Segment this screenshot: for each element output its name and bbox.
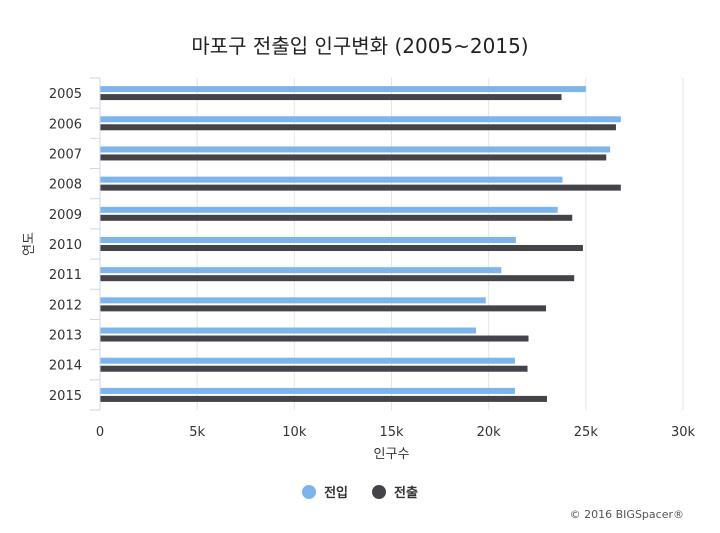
bar-1-2005 xyxy=(100,86,586,93)
y-axis-title: 연도 xyxy=(22,232,37,256)
x-tick-label: 15k xyxy=(379,425,404,440)
bar-1-2014 xyxy=(100,357,515,364)
y-tick-label: 2008 xyxy=(49,178,82,193)
x-tick-label: 25k xyxy=(574,425,599,440)
bar-2-2005 xyxy=(100,94,562,101)
bar-2-2009 xyxy=(100,214,573,221)
y-tick-label: 2005 xyxy=(49,87,82,102)
bar-2-2007 xyxy=(100,154,607,161)
legend-marker-series-2 xyxy=(372,484,386,499)
grid-layer xyxy=(196,78,684,410)
y-tick-label: 2013 xyxy=(49,329,82,344)
bar-2-2006 xyxy=(100,124,616,131)
y-tick-label: 2011 xyxy=(49,268,82,283)
credit-text: © 2016 BIGSpacer® xyxy=(569,508,684,521)
legend: 전입 전출 xyxy=(0,482,720,501)
x-axis-title: 인구수 xyxy=(374,447,410,462)
bar-1-2006 xyxy=(100,116,621,123)
bar-layer xyxy=(100,86,621,402)
y-tick-label: 2015 xyxy=(49,389,82,404)
bar-2-2015 xyxy=(100,395,547,402)
y-tick-label: 2006 xyxy=(49,117,82,132)
y-tick-label: 2014 xyxy=(49,359,82,374)
y-tick-label: 2010 xyxy=(49,238,82,253)
legend-item-series-2[interactable]: 전출 xyxy=(372,482,418,501)
bar-1-2010 xyxy=(100,237,516,243)
bar-1-2007 xyxy=(100,146,611,153)
bar-2-2011 xyxy=(100,275,575,282)
axis-layer: 0 5k 10k 15k 20k 25k 30k 2005 2006 2007 2008 2009 20… xyxy=(22,77,696,462)
legend-label-series-2: 전출 xyxy=(394,486,418,501)
bar-1-2013 xyxy=(100,327,477,334)
chart-title: 마포구 전출입 인구변화 (2005~2015) xyxy=(191,34,529,58)
x-tick-label: 5k xyxy=(189,425,205,440)
bar-1-2008 xyxy=(100,176,563,183)
legend-label-series-1: 전입 xyxy=(324,486,348,501)
x-tick-label: 20k xyxy=(477,425,502,440)
x-tick-label: 10k xyxy=(282,425,307,440)
y-tick-label: 2007 xyxy=(49,147,82,162)
bar-2-2014 xyxy=(100,365,528,372)
legend-item-series-1[interactable]: 전입 xyxy=(302,482,348,501)
y-tick-label: 2009 xyxy=(49,208,82,223)
bar-2-2008 xyxy=(100,184,621,191)
bar-1-2011 xyxy=(100,267,502,274)
bar-2-2013 xyxy=(100,335,529,342)
bar-2-2010 xyxy=(100,245,583,251)
x-tick-label: 30k xyxy=(671,425,696,440)
bar-2-2012 xyxy=(100,305,546,312)
legend-marker-series-1 xyxy=(302,484,317,499)
bar-1-2015 xyxy=(100,387,515,394)
bar-1-2009 xyxy=(100,206,558,213)
x-tick-label: 0 xyxy=(96,425,104,440)
y-tick-label: 2012 xyxy=(49,298,82,313)
bar-1-2012 xyxy=(100,297,486,304)
